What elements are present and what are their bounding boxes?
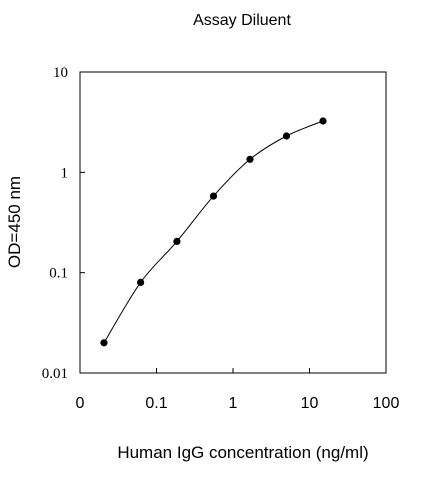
x-tick-label: 1 bbox=[229, 395, 238, 412]
chart-title: Assay Diluent bbox=[193, 12, 291, 29]
data-points bbox=[100, 117, 327, 347]
series-line bbox=[103, 120, 324, 344]
data-point bbox=[209, 192, 218, 200]
data-point bbox=[173, 237, 181, 245]
plot-frame bbox=[79, 71, 387, 374]
x-tick-label: 0.1 bbox=[145, 395, 167, 412]
y-ticks bbox=[80, 71, 85, 374]
data-point bbox=[246, 155, 254, 163]
x-tick-label: 0 bbox=[76, 395, 85, 412]
x-tick-labels: 0 0.1 1 10 100 bbox=[76, 395, 400, 412]
x-axis-label: Human IgG concentration (ng/ml) bbox=[117, 443, 368, 462]
y-tick-labels: 0.01 0.1 1 10 bbox=[42, 65, 68, 382]
y-tick-label: 0.01 bbox=[42, 366, 68, 382]
data-point bbox=[282, 132, 291, 140]
y-axis-label: OD=450 nm bbox=[5, 176, 24, 268]
x-ticks bbox=[79, 368, 387, 373]
data-point bbox=[319, 117, 327, 125]
data-point bbox=[137, 278, 145, 286]
y-tick-label: 1 bbox=[61, 165, 69, 181]
y-tick-label: 10 bbox=[53, 65, 68, 81]
data-point bbox=[100, 339, 108, 347]
y-tick-label: 0.1 bbox=[49, 266, 68, 282]
x-tick-label: 100 bbox=[373, 395, 400, 412]
x-tick-label: 10 bbox=[301, 395, 319, 412]
